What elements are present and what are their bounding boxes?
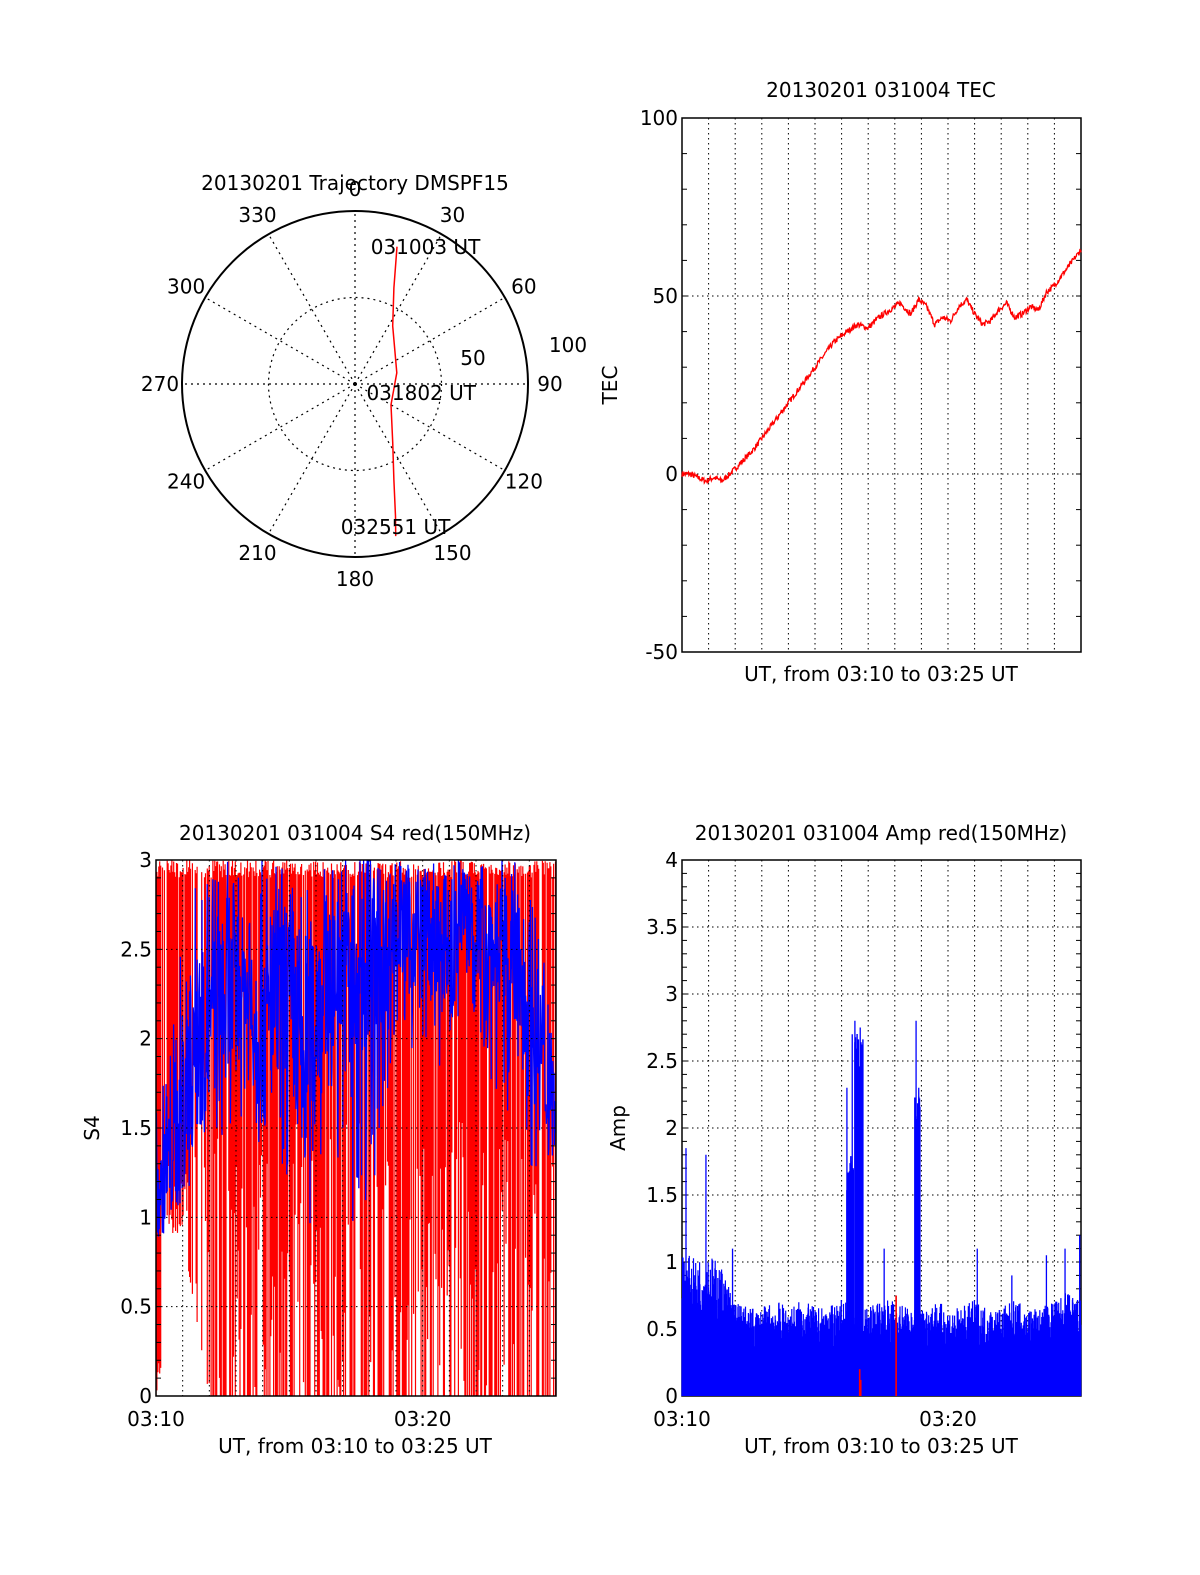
polar-annotation: 031802 UT (366, 381, 476, 405)
tec-y-tick-label: -50 (645, 640, 678, 664)
polar-grid-spoke (354, 296, 506, 385)
s4-blue-line (156, 860, 556, 1237)
polar-angle-label: 150 (433, 541, 471, 565)
polar-angle-label: 120 (505, 470, 543, 494)
polar-grid-spoke (267, 383, 356, 535)
amp-x-tick-label: 03:20 (919, 1407, 977, 1431)
amp-y-tick-label: 3.5 (646, 915, 678, 939)
polar-trajectory-line (390, 246, 398, 537)
s4-y-tick-label: 0 (139, 1384, 152, 1408)
polar-grid (181, 210, 529, 558)
s4-y-axis-label: S4 (80, 1115, 104, 1140)
polar-outer-circle (181, 210, 529, 558)
amp-chart: 20130201 031004 Amp red(150MHz) 0 0.5 1 … (606, 821, 1082, 1458)
amp-y-tick-labels: 0 0.5 1 1.5 2 2.5 3 3.5 4 (646, 848, 678, 1408)
tec-y-tick-label: 100 (640, 106, 678, 130)
polar-trajectory-chart: 20130201 Trajectory DMSPF15 0 30 60 90 1… (141, 171, 587, 591)
s4-chart-title: 20130201 031004 S4 red(150MHz) (179, 821, 531, 845)
s4-y-tick-labels: 0 0.5 1 1.5 2 2.5 3 (120, 848, 152, 1408)
s4-y-tick-label: 0.5 (120, 1295, 152, 1319)
s4-series-wrap (156, 860, 556, 1396)
amp-y-tick-label: 0 (665, 1384, 678, 1408)
tec-y-axis-label: TEC (598, 366, 622, 406)
amp-x-axis-label: UT, from 03:10 to 03:25 UT (744, 1434, 1019, 1458)
s4-series (156, 860, 556, 1396)
s4-x-tick-label: 03:20 (394, 1407, 452, 1431)
amp-y-tick-label: 4 (665, 848, 678, 872)
tec-y-tick-label: 50 (653, 284, 678, 308)
polar-angle-label: 270 (141, 372, 179, 396)
amp-y-axis-label: Amp (606, 1105, 630, 1151)
s4-y-tick-label: 2 (139, 1027, 152, 1051)
polar-angle-label: 330 (238, 203, 276, 227)
tec-chart: 20130201 031004 TEC -50 0 50 100 UT, fro… (598, 78, 1082, 686)
plot-frame (681, 117, 1082, 653)
polar-angle-label: 90 (537, 372, 562, 396)
tec-grid (681, 117, 1082, 653)
polar-annotation: 031003 UT (371, 235, 481, 259)
polar-grid-spoke (267, 233, 356, 385)
polar-trajectory-series (390, 246, 398, 537)
polar-angle-label: 60 (511, 275, 536, 299)
plot-frame (155, 859, 557, 1397)
polar-grid-spoke (354, 233, 443, 385)
polar-angle-label: 180 (336, 567, 374, 591)
amp-y-tick-label: 3 (665, 982, 678, 1006)
polar-angle-labels: 0 30 60 90 120 150 180 210 240 270 300 3… (141, 177, 563, 591)
amp-y-tick-label: 0.5 (646, 1317, 678, 1341)
s4-chart: 20130201 031004 S4 red(150MHz) 0 0.5 1 1… (80, 821, 557, 1458)
tec-line (681, 248, 1082, 485)
polar-grid-circle (267, 296, 443, 472)
polar-annotation: 032551 UT (341, 515, 451, 539)
tec-series (681, 248, 1082, 485)
polar-angle-label: 0 (349, 177, 362, 201)
s4-y-tick-label: 3 (139, 848, 152, 872)
s4-x-tick-label: 03:10 (127, 1407, 185, 1431)
polar-chart-title: 20130201 Trajectory DMSPF15 (201, 171, 509, 195)
polar-grid-spoke (354, 383, 506, 472)
amp-y-tick-label: 1 (665, 1250, 678, 1274)
tec-y-tick-labels: -50 0 50 100 (640, 106, 678, 664)
amp-x-tick-label: 03:10 (653, 1407, 711, 1431)
amp-y-tick-label: 2 (665, 1116, 678, 1140)
amp-series (681, 1020, 1082, 1396)
amp-blue-band (682, 1349, 1081, 1396)
s4-grid (155, 859, 557, 1397)
amp-blue-block (854, 1034, 864, 1396)
s4-red-spikes (156, 860, 556, 1396)
s4-y-tick-label: 2.5 (120, 937, 152, 961)
polar-radius-label-50: 50 (460, 346, 485, 370)
s4-y-tick-label: 1.5 (120, 1116, 152, 1140)
polar-angle-label: 300 (167, 275, 205, 299)
amp-y-tick-label: 1.5 (646, 1183, 678, 1207)
polar-angle-label: 30 (440, 203, 465, 227)
tec-y-tick-label: 0 (665, 462, 678, 486)
polar-grid-spoke (204, 383, 356, 472)
polar-angle-label: 240 (167, 470, 205, 494)
amp-y-tick-label: 2.5 (646, 1049, 678, 1073)
polar-radius-label-100: 100 (549, 333, 587, 357)
s4-y-tick-label: 1 (139, 1205, 152, 1229)
tec-chart-title: 20130201 031004 TEC (766, 78, 996, 102)
tec-x-axis-label: UT, from 03:10 to 03:25 UT (744, 662, 1019, 686)
amp-chart-title: 20130201 031004 Amp red(150MHz) (695, 821, 1067, 845)
polar-grid-spoke (354, 383, 443, 535)
polar-grid-spoke (204, 296, 356, 385)
s4-x-axis-label: UT, from 03:10 to 03:25 UT (218, 1434, 493, 1458)
polar-angle-label: 210 (238, 541, 276, 565)
